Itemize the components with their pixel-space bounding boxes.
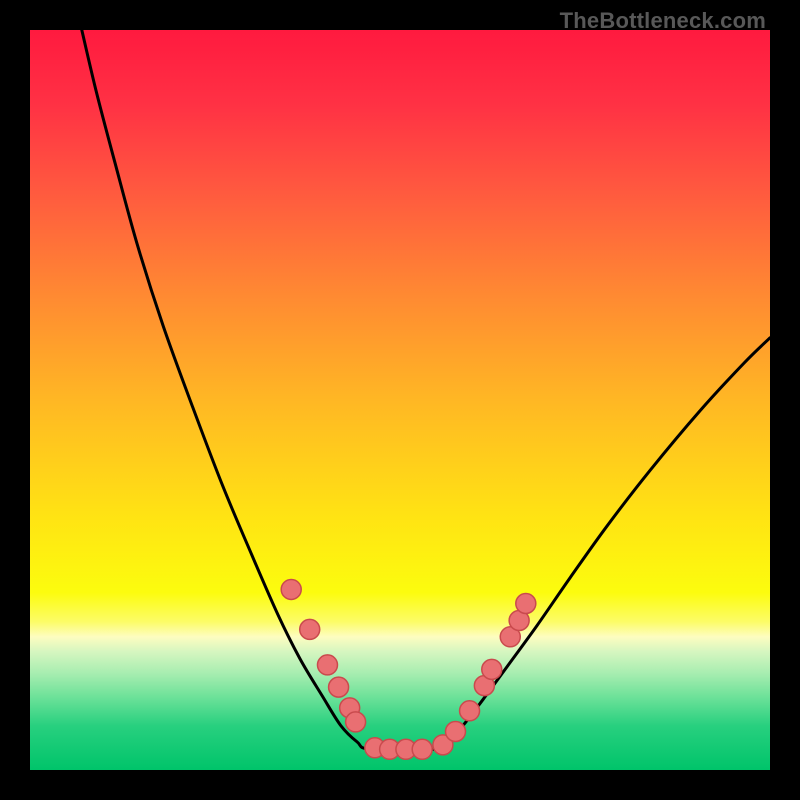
marker-dot: [329, 677, 349, 697]
marker-dot: [317, 655, 337, 675]
bottleneck-curve: [82, 30, 770, 750]
marker-dot: [516, 594, 536, 614]
chart-frame: TheBottleneck.com: [0, 0, 800, 800]
marker-dot: [446, 722, 466, 742]
chart-overlay: [30, 30, 770, 770]
plot-area: [30, 30, 770, 770]
marker-dot: [460, 701, 480, 721]
marker-dot: [482, 659, 502, 679]
marker-dot: [412, 739, 432, 759]
curve-markers: [281, 579, 536, 759]
marker-dot: [281, 579, 301, 599]
watermark-text: TheBottleneck.com: [560, 8, 766, 34]
marker-dot: [300, 619, 320, 639]
marker-dot: [346, 712, 366, 732]
